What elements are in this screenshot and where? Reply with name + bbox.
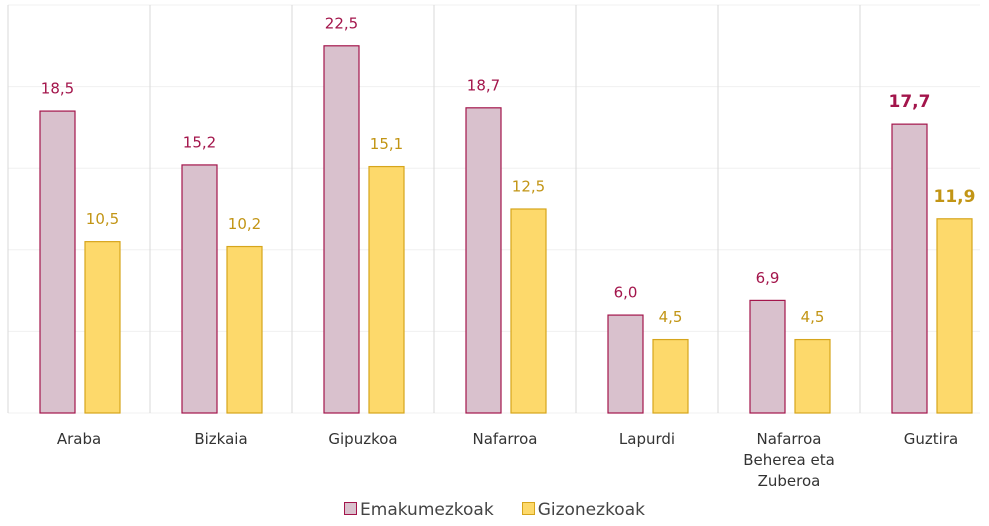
value-label: 6,0 xyxy=(614,284,638,302)
legend-item: Emakumezkoak xyxy=(344,500,494,520)
value-label: 15,1 xyxy=(370,135,403,153)
bar xyxy=(465,107,502,414)
legend-swatch xyxy=(344,502,358,515)
value-label: 6,9 xyxy=(756,269,780,287)
bar xyxy=(749,299,786,414)
x-tick-label: Guztira xyxy=(903,430,959,448)
legend-label: Gizonezkoak xyxy=(537,500,645,520)
value-label: 10,2 xyxy=(228,215,261,233)
bar xyxy=(368,165,405,414)
bar xyxy=(323,45,360,414)
value-label: 18,5 xyxy=(41,80,74,98)
value-label: 17,7 xyxy=(889,92,931,112)
x-tick-label: Bizkaia xyxy=(194,430,248,448)
legend-label: Emakumezkoak xyxy=(360,500,494,520)
bar xyxy=(181,164,218,414)
value-label: 22,5 xyxy=(325,14,358,32)
value-label: 12,5 xyxy=(512,178,545,196)
bar xyxy=(794,338,831,414)
value-label: 4,5 xyxy=(801,308,825,326)
bar xyxy=(652,338,689,414)
legend-item: Gizonezkoak xyxy=(521,500,645,520)
value-label: 10,5 xyxy=(86,210,119,228)
bar xyxy=(607,314,644,414)
bar xyxy=(39,110,76,414)
x-tick-label: Lapurdi xyxy=(618,430,676,448)
value-label: 4,5 xyxy=(659,308,683,326)
x-tick-label: Nafarroa xyxy=(472,430,538,448)
value-label: 11,9 xyxy=(934,187,976,207)
bar xyxy=(936,218,973,414)
value-label: 15,2 xyxy=(183,133,216,151)
x-tick-label: Araba xyxy=(56,430,102,448)
legend: Emakumezkoak Gizonezkoak xyxy=(0,500,989,520)
bar xyxy=(510,208,547,414)
bar xyxy=(226,245,263,414)
x-tick-label: Nafarroa Beherea eta Zuberoa xyxy=(743,430,835,490)
value-label: 18,7 xyxy=(467,76,500,94)
bar xyxy=(891,123,928,414)
bar xyxy=(84,241,121,414)
legend-swatch xyxy=(521,502,535,515)
x-tick-label: Gipuzkoa xyxy=(328,430,398,448)
